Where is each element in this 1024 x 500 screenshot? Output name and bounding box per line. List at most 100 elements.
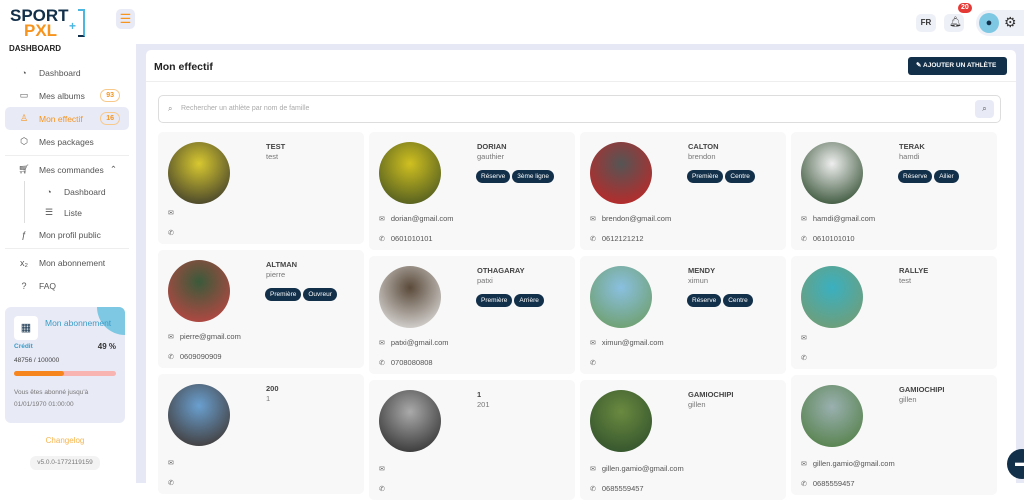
athlete-photo [379,266,441,328]
gauge-icon: ◔ [46,186,52,197]
athlete-card[interactable]: 1 201 ✉ ✆ [369,380,575,500]
athlete-last-name: GAMIOCHIPI [899,385,945,394]
menu-toggle-icon[interactable]: ☰ [116,9,135,29]
athlete-card[interactable]: 200 1 ✉ ✆ [158,374,364,494]
athlete-card[interactable]: TEST test ✉ ✆ [158,132,364,244]
mail-icon: ✉ [801,216,807,223]
athlete-last-name: TERAK [899,142,925,151]
athlete-grid: TEST test ✉ ✆ ALTMAN pierre Première Ouvr… [158,132,997,500]
add-athlete-button[interactable]: ✎ AJOUTER UN ATHLÈTE [908,57,1007,75]
gear-icon[interactable]: ⚙ [1004,14,1017,30]
athlete-photo [801,142,863,204]
team-icon: ♙ [19,113,29,123]
athlete-last-name: RALLYE [899,266,929,275]
athlete-first-name: brendon [688,152,716,161]
athlete-photo [801,385,863,447]
athlete-last-name: 1 [477,390,482,399]
athlete-photo [590,142,652,204]
sidebar-section-title: DASHBOARD [9,44,61,53]
athlete-card[interactable]: CALTON brendon Première Centre ✉ brendon@g… [580,132,786,250]
phone-icon: ✆ [379,486,385,493]
athlete-photo [379,390,441,452]
user-menu[interactable]: ● ⚙ [976,10,1024,36]
phone-icon: ✆ [801,355,807,362]
sidebar-item-commandes-dashboard[interactable]: ◔ Dashboard [30,181,129,202]
athlete-card[interactable]: MENDY ximun Réserve Centre ✉ ximun@gmail.c… [580,256,786,374]
gauge-icon: ◔ [21,67,27,78]
athlete-column: TEST test ✉ ✆ ALTMAN pierre Première Ouvr… [158,132,364,500]
sidebar-item-effectif[interactable]: ♙ Mon effectif 16 [5,107,129,130]
search-button[interactable]: ⌕ [975,100,994,118]
athlete-card[interactable]: GAMIOCHIPI gillen ✉ gillen.gamio@gmail.co… [580,380,786,500]
athlete-first-name: 201 [477,400,490,409]
athlete-phone: 0708080808 [390,358,433,367]
athlete-email: hamdi@gmail.com [812,214,876,223]
athlete-card[interactable]: RALLYE test ✉ ✆ [791,256,997,369]
user-icon[interactable]: ● [979,13,999,33]
athlete-card[interactable]: ALTMAN pierre Première Ouvreur ✉ pierre@gm… [158,250,364,368]
athlete-card[interactable]: OTHAGARAY patxi Première Arrière ✉ patxi@g… [369,256,575,374]
athlete-photo [168,260,230,322]
athlete-card[interactable]: GAMIOCHIPI gillen ✉ gillen.gamio@gmail.co… [791,375,997,495]
sidebar-item-profil-public[interactable]: ƒ Mon profil public [5,223,129,246]
athlete-last-name: CALTON [688,142,719,151]
sidebar: DASHBOARD ◔ Dashboard ▭ Mes albums 93 ♙ Mon … [0,38,134,483]
chevron-up-icon: ⌃ [109,164,117,174]
changelog-link[interactable]: Changelog [45,436,85,445]
athlete-phone: 0609090909 [179,352,222,361]
sidebar-item-packages[interactable]: ⬡ Mes packages [5,130,129,153]
athlete-card[interactable]: TERAK hamdi Réserve Ailier ✉ hamdi@gmail.c… [791,132,997,250]
main-panel: Mon effectif ✎ AJOUTER UN ATHLÈTE ⌕ Reche… [146,50,1016,500]
athlete-phone: 0685559457 [601,484,644,493]
athlete-first-name: patxi [477,276,493,285]
question-icon: ? [21,280,27,291]
mail-icon: ✉ [379,466,385,473]
chat-icon[interactable]: ▬ [1007,449,1024,479]
mail-icon: ✉ [379,340,385,347]
athlete-last-name: GAMIOCHIPI [688,390,734,399]
sidebar-item-faq[interactable]: ? FAQ [5,274,129,297]
athlete-first-name: test [266,152,279,161]
athlete-first-name: 1 [266,394,271,403]
bell-icon: 🔔︎ [949,17,962,28]
athlete-last-name: ALTMAN [266,260,298,269]
search-input[interactable]: ⌕ Rechercher un athlète par nom de famill… [158,95,1001,123]
athlete-column: TERAK hamdi Réserve Ailier ✉ hamdi@gmail.c… [791,132,997,500]
athlete-last-name: MENDY [688,266,716,275]
sidebar-item-albums[interactable]: ▭ Mes albums 93 [5,84,129,107]
mail-icon: ✉ [379,216,385,223]
mail-icon: ✉ [168,210,174,217]
mail-icon: ✉ [590,466,596,473]
calendar-icon: ▦ [14,316,38,340]
athlete-phone: 0612121212 [601,234,644,243]
athlete-first-name: test [899,276,912,285]
position-tag: Première [687,170,724,183]
sidebar-item-abonnement[interactable]: x₂ Mon abonnement [5,251,129,274]
sidebar-item-dashboard[interactable]: ◔ Dashboard [5,61,129,84]
phone-icon: ✆ [379,236,385,243]
gallery-icon: ▭ [19,90,29,100]
athlete-email: gillen.gamio@gmail.com [601,464,684,473]
phone-icon: ✆ [168,480,174,487]
position-tag: Ailier [934,170,959,183]
list-icon: ☰ [44,207,54,217]
athlete-email: patxi@gmail.com [390,338,449,347]
athlete-phone: 0685559457 [812,479,855,488]
language-button[interactable]: FR [916,14,936,32]
position-tag: Réserve [476,170,511,183]
version-badge: v5.0.0-1772119159 [30,456,100,470]
athlete-photo [801,266,863,328]
credit-progress [14,371,116,376]
mail-icon: ✉ [168,334,174,341]
position-tag: Centre [725,170,755,183]
athlete-photo [590,266,652,328]
notifications-button[interactable]: 🔔︎ [944,14,964,32]
athlete-first-name: gillen [899,395,917,404]
athlete-card[interactable]: DORIAN gauthier Réserve 3ème ligne ✉ doria… [369,132,575,250]
athlete-photo [590,390,652,452]
sidebar-item-commandes[interactable]: 🛒︎ Mes commandes ⌃ [18,164,117,175]
athlete-column: CALTON brendon Première Centre ✉ brendon@g… [580,132,786,500]
pencil-icon: ✎ [916,62,924,69]
sidebar-item-liste[interactable]: ☰ Liste [30,202,129,223]
logo[interactable]: SPORT PXL + [10,7,90,39]
